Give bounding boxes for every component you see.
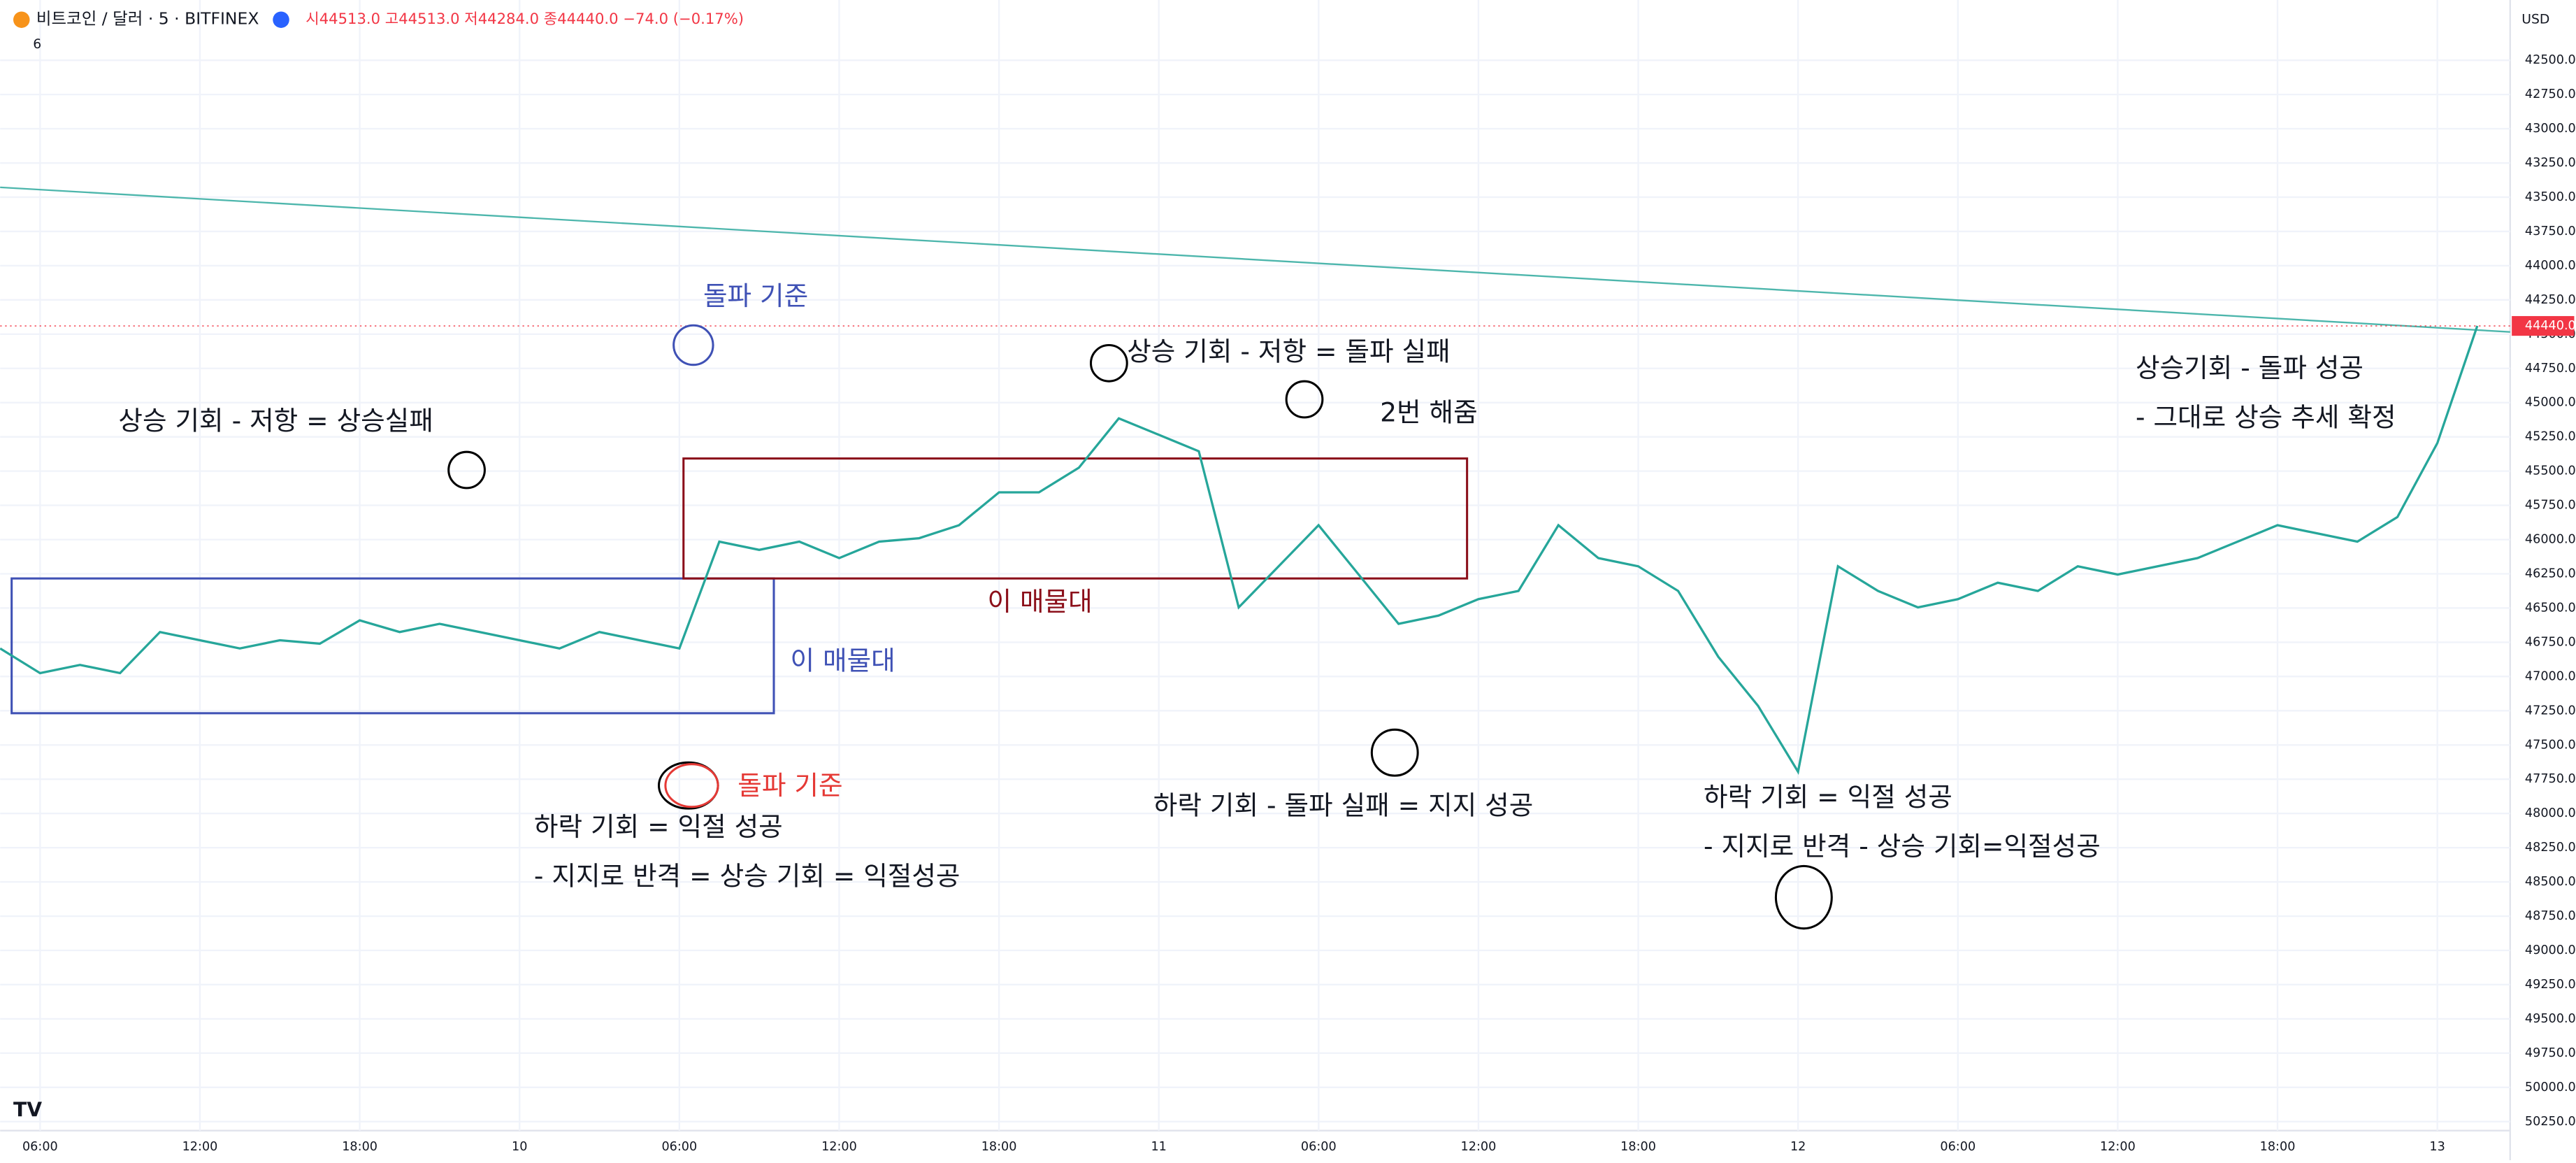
y-tick-label: 44250.0 [2525, 293, 2576, 307]
y-tick-label: 49250.0 [2525, 978, 2576, 992]
y-tick-label: 50250.0 [2525, 1115, 2576, 1129]
y-tick-label: 42500.0 [2525, 53, 2576, 67]
annotation: 상승기회 - 돌파 성공 [2136, 352, 2363, 383]
x-tick-label: 13 [2429, 1140, 2445, 1154]
annotation: - 지지로 반격 - 상승 기회=익절성공 [1704, 831, 2101, 862]
annotation: 돌파 기준 [703, 280, 808, 311]
annotation: 상승 기회 - 저항 = 돌파 실패 [1127, 336, 1450, 367]
y-tick-label: 45250.0 [2525, 430, 2576, 444]
y-tick-label: 48000.0 [2525, 806, 2576, 820]
y-tick-label: 46250.0 [2525, 566, 2576, 580]
y-tick-label: 45500.0 [2525, 464, 2576, 478]
annotation: 이 매물대 [790, 645, 895, 676]
plot [0, 325, 2510, 775]
last-price-label: 44440.0 [2525, 319, 2576, 333]
circle-marker [1285, 380, 1324, 419]
x-tick-label: 11 [1151, 1140, 1166, 1154]
trend-line [0, 186, 2510, 333]
x-tick-label: 06:00 [22, 1140, 58, 1154]
symbol: 비트코인 / 달러 · 5 · BITFINEX [36, 9, 259, 29]
zone-box [682, 457, 1469, 580]
y-tick-label: 43000.0 [2525, 122, 2576, 136]
currency[interactable]: USD [2521, 13, 2549, 27]
y-tick-label: 46750.0 [2525, 635, 2576, 649]
y-tick-label: 43250.0 [2525, 156, 2576, 170]
annotation: - 지지로 반격 = 상승 기회 = 익절성공 [534, 860, 960, 891]
y-tick-label: 45000.0 [2525, 396, 2576, 410]
x-tick-label: 06:00 [1940, 1140, 1976, 1154]
annotation: 하락 기회 = 익절 성공 [1704, 782, 1952, 813]
annotation: 돌파 기준 [737, 770, 842, 801]
grid [0, 0, 2510, 1131]
x-tick-label: 18:00 [2260, 1140, 2296, 1154]
circle-marker [672, 324, 714, 366]
annotation: - 그대로 상승 추세 확정 [2136, 402, 2396, 433]
last-price-tag [2512, 315, 2575, 336]
y-tick-label: 49500.0 [2525, 1012, 2576, 1026]
annotation: 하락 기회 - 돌파 실패 = 지지 성공 [1153, 790, 1534, 820]
y-tick-label: 43750.0 [2525, 224, 2576, 238]
y-tick-label: 43500.0 [2525, 190, 2576, 204]
y-tick-label: 48250.0 [2525, 841, 2576, 855]
circle-marker [1774, 864, 1833, 930]
y-tick-label: 47500.0 [2525, 738, 2576, 752]
y-tick-label: 48500.0 [2525, 875, 2576, 889]
annotation: 2번 해줌 [1380, 397, 1478, 428]
y-tick-label: 50000.0 [2525, 1080, 2576, 1094]
y-tick-label: 49000.0 [2525, 943, 2576, 957]
x-tick-label: 12:00 [1461, 1140, 1497, 1154]
y-tick-label: 46000.0 [2525, 533, 2576, 547]
x-tick-label: 18:00 [1620, 1140, 1656, 1154]
coin-icon [13, 11, 30, 28]
y-tick-label: 42750.0 [2525, 87, 2576, 101]
ohlc: 시44513.0 고44513.0 저44284.0 종44440.0 −74.… [305, 10, 744, 27]
y-tick-label: 47250.0 [2525, 704, 2576, 718]
y-tick-label: 45750.0 [2525, 499, 2576, 513]
logo: TV [13, 1099, 42, 1122]
x-tick-label: 06:00 [1301, 1140, 1337, 1154]
annotation: 이 매물대 [987, 586, 1092, 617]
x-tick-label: 18:00 [981, 1140, 1017, 1154]
circle-marker [1370, 728, 1419, 777]
indicator-count[interactable]: 6 [33, 37, 41, 52]
x-tick-label: 06:00 [661, 1140, 697, 1154]
y-tick-label: 44750.0 [2525, 362, 2576, 376]
y-tick-label: 48750.0 [2525, 909, 2576, 923]
zone-box [10, 577, 775, 715]
circle-marker [664, 763, 719, 808]
price-line [0, 325, 2479, 775]
y-tick-label: 47000.0 [2525, 669, 2576, 683]
x-tick-label: 12 [1790, 1140, 1806, 1154]
y-tick-label: 49750.0 [2525, 1046, 2576, 1060]
y-tick-label: 46500.0 [2525, 601, 2576, 615]
x-tick-label: 12:00 [182, 1140, 218, 1154]
y-tick-label: 47750.0 [2525, 772, 2576, 786]
circle-marker [447, 450, 486, 490]
x-tick-label: 12:00 [821, 1140, 857, 1154]
replay-icon[interactable] [273, 11, 289, 28]
annotation: 상승 기회 - 저항 = 상승실패 [118, 405, 433, 436]
x-tick-label: 10 [512, 1140, 527, 1154]
circle-marker [1089, 343, 1128, 383]
x-tick-label: 12:00 [2100, 1140, 2136, 1154]
annotation: 하락 기회 = 익절 성공 [534, 811, 783, 842]
x-tick-label: 18:00 [342, 1140, 377, 1154]
y-tick-label: 44000.0 [2525, 259, 2576, 273]
